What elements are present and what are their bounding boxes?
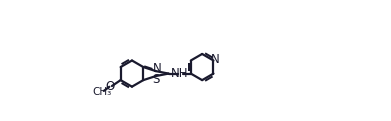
Text: N: N: [153, 62, 162, 75]
Text: S: S: [152, 73, 160, 86]
Text: NH: NH: [171, 67, 188, 80]
Text: CH₃: CH₃: [92, 87, 111, 97]
Text: O: O: [106, 80, 115, 93]
Text: N: N: [211, 53, 220, 66]
